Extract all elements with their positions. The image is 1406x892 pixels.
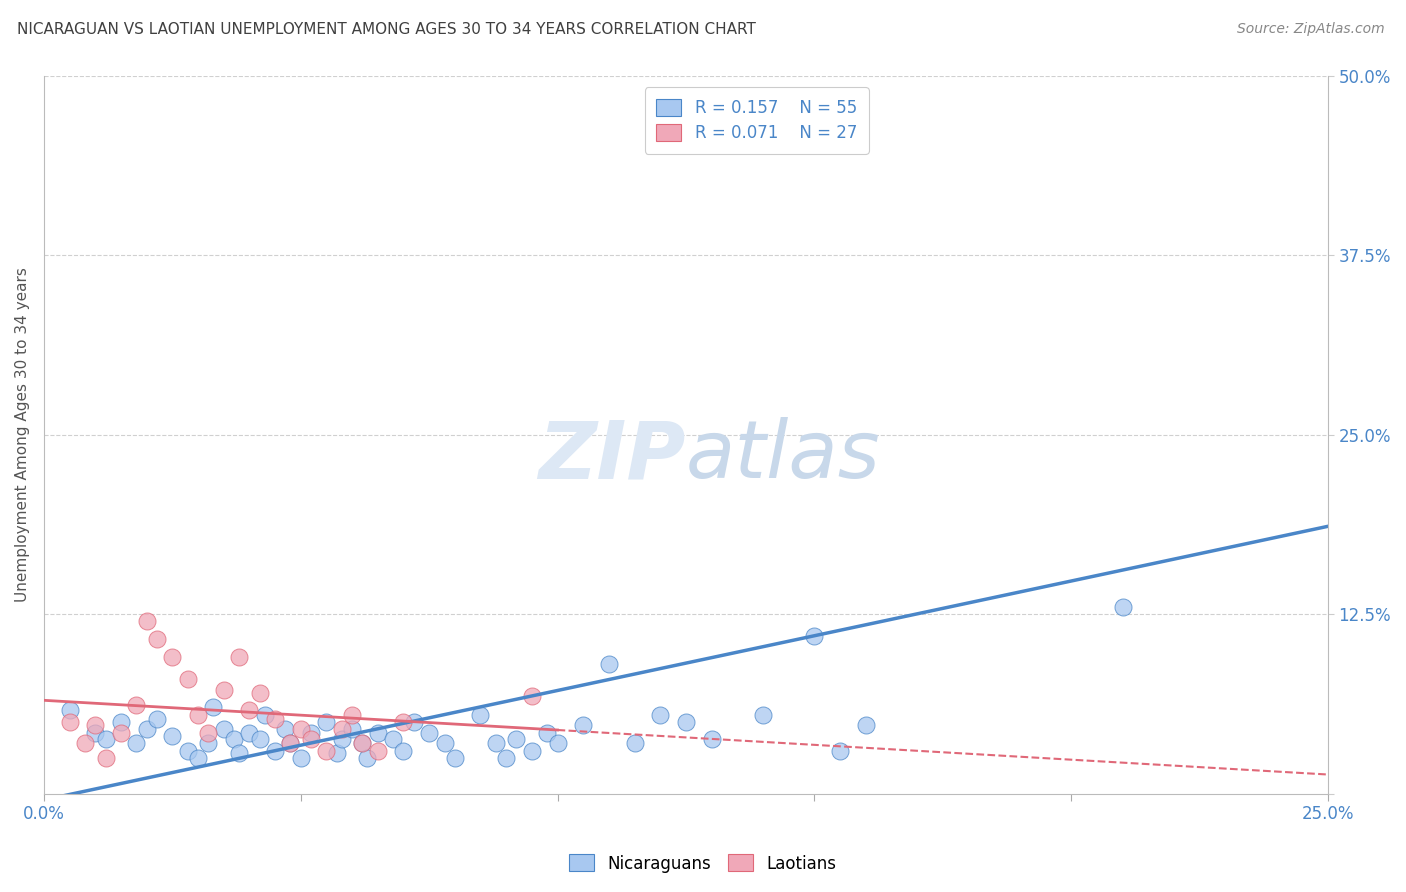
Laotians (299, 732, 322, 747)
Legend: R = 0.157    N = 55, R = 0.071    N = 27: R = 0.157 N = 55, R = 0.071 N = 27 (644, 87, 869, 153)
Y-axis label: Unemployment Among Ages 30 to 34 years: Unemployment Among Ages 30 to 34 years (15, 268, 30, 602)
Nicaraguans (315, 714, 337, 729)
Nicaraguans (197, 736, 219, 750)
Laotians (135, 615, 157, 629)
Nicaraguans (177, 743, 200, 757)
Laotians (330, 722, 353, 736)
Laotians (340, 707, 363, 722)
Nicaraguans (325, 747, 347, 761)
Text: ZIP: ZIP (538, 417, 686, 495)
Laotians (290, 722, 312, 736)
Nicaraguans (623, 736, 645, 750)
Nicaraguans (855, 717, 877, 731)
Laotians (84, 717, 107, 731)
Laotians (162, 650, 184, 665)
Nicaraguans (650, 707, 672, 722)
Nicaraguans (803, 629, 825, 643)
Nicaraguans (299, 726, 322, 740)
Laotians (73, 736, 96, 750)
Nicaraguans (290, 751, 312, 765)
Laotians (110, 726, 132, 740)
Nicaraguans (249, 732, 271, 747)
Nicaraguans (264, 743, 287, 757)
Text: NICARAGUAN VS LAOTIAN UNEMPLOYMENT AMONG AGES 30 TO 34 YEARS CORRELATION CHART: NICARAGUAN VS LAOTIAN UNEMPLOYMENT AMONG… (17, 22, 756, 37)
Nicaraguans (572, 717, 595, 731)
Laotians (520, 689, 543, 703)
Laotians (94, 751, 117, 765)
Nicaraguans (675, 714, 697, 729)
Nicaraguans (520, 743, 543, 757)
Laotians (177, 672, 200, 686)
Nicaraguans (505, 732, 527, 747)
Laotians (125, 698, 148, 712)
Nicaraguans (402, 714, 425, 729)
Nicaraguans (418, 726, 440, 740)
Nicaraguans (536, 726, 558, 740)
Nicaraguans (352, 736, 374, 750)
Nicaraguans (485, 736, 508, 750)
Nicaraguans (253, 707, 276, 722)
Nicaraguans (228, 747, 250, 761)
Nicaraguans (146, 712, 169, 726)
Text: Source: ZipAtlas.com: Source: ZipAtlas.com (1237, 22, 1385, 37)
Nicaraguans (598, 657, 620, 672)
Nicaraguans (382, 732, 405, 747)
Nicaraguans (238, 726, 260, 740)
Nicaraguans (84, 726, 107, 740)
Laotians (264, 712, 287, 726)
Nicaraguans (700, 732, 723, 747)
Nicaraguans (443, 751, 465, 765)
Laotians (367, 743, 389, 757)
Laotians (392, 714, 415, 729)
Nicaraguans (470, 707, 492, 722)
Laotians (280, 736, 302, 750)
Nicaraguans (58, 703, 80, 717)
Nicaraguans (433, 736, 456, 750)
Nicaraguans (392, 743, 415, 757)
Nicaraguans (135, 722, 157, 736)
Laotians (58, 714, 80, 729)
Nicaraguans (94, 732, 117, 747)
Laotians (249, 686, 271, 700)
Nicaraguans (187, 751, 209, 765)
Nicaraguans (202, 700, 225, 714)
Nicaraguans (828, 743, 851, 757)
Laotians (315, 743, 337, 757)
Laotians (146, 632, 169, 646)
Nicaraguans (752, 707, 775, 722)
Nicaraguans (1111, 599, 1133, 614)
Nicaraguans (547, 736, 569, 750)
Laotians (212, 683, 235, 698)
Laotians (197, 726, 219, 740)
Laotians (228, 650, 250, 665)
Nicaraguans (274, 722, 297, 736)
Nicaraguans (280, 736, 302, 750)
Laotians (352, 736, 374, 750)
Nicaraguans (110, 714, 132, 729)
Text: atlas: atlas (686, 417, 880, 495)
Nicaraguans (340, 722, 363, 736)
Nicaraguans (367, 726, 389, 740)
Legend: Nicaraguans, Laotians: Nicaraguans, Laotians (562, 847, 844, 880)
Nicaraguans (125, 736, 148, 750)
Nicaraguans (356, 751, 378, 765)
Nicaraguans (212, 722, 235, 736)
Nicaraguans (222, 732, 245, 747)
Laotians (187, 707, 209, 722)
Laotians (238, 703, 260, 717)
Nicaraguans (162, 729, 184, 743)
Nicaraguans (495, 751, 517, 765)
Nicaraguans (330, 732, 353, 747)
